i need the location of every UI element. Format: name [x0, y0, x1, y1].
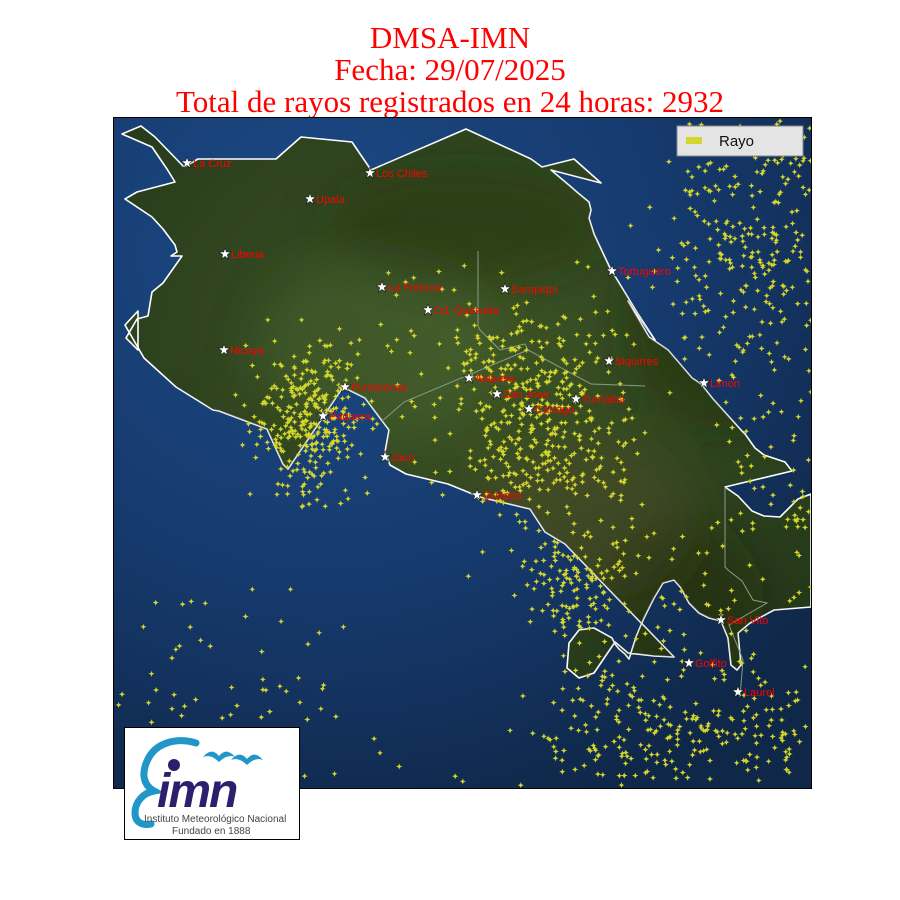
svg-text:Instituto Meteorológico Nacion: Instituto Meteorológico Nacional: [144, 814, 286, 825]
svg-text:Puntarenas: Puntarenas: [351, 382, 408, 394]
svg-text:imn: imn: [157, 765, 237, 818]
svg-text:San Vito: San Vito: [727, 615, 768, 627]
svg-text:Sarapiqui: Sarapiqui: [511, 284, 557, 296]
svg-text:Cd. Quesada: Cd. Quesada: [434, 305, 500, 317]
svg-text:La Fortuna: La Fortuna: [388, 282, 442, 294]
svg-text:Siquirres: Siquirres: [615, 356, 659, 368]
svg-text:Cartago: Cartago: [535, 404, 574, 416]
svg-text:Limon: Limon: [710, 378, 740, 390]
svg-text:Golfito: Golfito: [695, 658, 727, 670]
svg-text:Liberia: Liberia: [231, 249, 265, 261]
svg-text:Jaco: Jaco: [391, 452, 414, 464]
svg-text:La Cruz: La Cruz: [193, 158, 232, 170]
svg-text:Paquera: Paquera: [329, 411, 371, 423]
svg-text:Rayo: Rayo: [719, 133, 754, 150]
svg-text:Upala: Upala: [316, 194, 346, 206]
svg-text:Quepos: Quepos: [483, 490, 522, 502]
svg-text:San Jose: San Jose: [503, 389, 549, 401]
svg-text:Turrialba: Turrialba: [582, 394, 626, 406]
svg-text:Nicoya: Nicoya: [230, 345, 265, 357]
svg-text:Los Chiles: Los Chiles: [376, 168, 428, 180]
svg-text:Fundado en 1888: Fundado en 1888: [172, 826, 251, 837]
svg-text:Alajuela: Alajuela: [475, 373, 515, 385]
svg-text:Tortuguero: Tortuguero: [618, 266, 671, 278]
svg-text:Laurel: Laurel: [744, 687, 775, 699]
